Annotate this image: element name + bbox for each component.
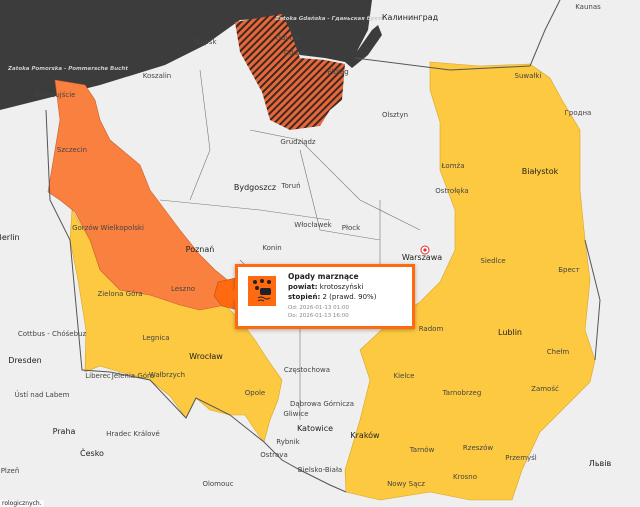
city-label: Česko (80, 447, 104, 458)
city-label: Częstochowa (284, 366, 330, 374)
city-label: Rybnik (276, 438, 300, 446)
city-label: Berlin (0, 233, 20, 242)
city-label: Kielce (394, 372, 415, 380)
city-label: Krosno (453, 473, 477, 481)
city-label: Ústí nad Labem (15, 390, 70, 399)
city-label: Łomża (441, 162, 465, 170)
city-label: Nowy Sącz (387, 480, 425, 488)
city-label: Калининград (382, 13, 439, 22)
city-label: Opole (245, 389, 266, 397)
freezing-rain-icon (248, 276, 276, 306)
city-label: Grudziądz (280, 138, 316, 146)
sea-label-gdansk-bay: Zatoka Gdańska - Гданьская бухта (274, 15, 384, 22)
city-label: Przemyśl (505, 454, 537, 462)
city-label: Suwałki (515, 72, 542, 80)
county-value: krotoszyński (319, 283, 364, 291)
city-label: Tarnów (409, 446, 435, 454)
city-label: Gliwice (283, 410, 308, 418)
warning-popup: Opady marznące powiat: krotoszyński stop… (229, 264, 415, 329)
city-label: Wrocław (189, 352, 223, 361)
valid-from: Od: 2026-01-13 01:00 (288, 305, 349, 311)
city-label: Kraków (350, 430, 380, 440)
city-label: Białystok (522, 167, 559, 176)
city-label: Praha (53, 427, 76, 436)
city-label: Tarnobrzeg (442, 389, 482, 397)
sea-label-pomeranian-bay: Zatoka Pomorska - Pommersche Bucht (7, 66, 128, 72)
city-label: Świnoujście (35, 90, 76, 99)
popup-arrow (229, 289, 235, 301)
baltic-sea (0, 0, 372, 110)
city-label: Koszalin (143, 72, 171, 80)
city-label: Lublin (498, 328, 522, 337)
city-label: Warszawa (402, 253, 442, 262)
city-label: Olomouc (202, 480, 233, 488)
city-label: Rzeszów (463, 444, 493, 452)
city-label: Siedlce (480, 257, 505, 265)
warning-region-level2-east[interactable] (344, 61, 596, 501)
target-icon[interactable] (420, 245, 430, 255)
city-label: Gdańsk (284, 49, 311, 57)
popup-title: Opady marznące (288, 272, 359, 281)
city-label: Gdynia (276, 34, 301, 42)
city-label: Konin (262, 244, 281, 252)
city-label: Гродна (565, 109, 592, 117)
city-label: Słupsk (193, 38, 217, 46)
city-label: Plzeň (1, 467, 20, 475)
city-label: Płock (342, 224, 361, 232)
city-label: Bielsko-Biała (298, 466, 342, 474)
level-label: stopień: (288, 293, 321, 301)
city-label: Львів (589, 459, 612, 468)
city-label: Włocławek (294, 221, 332, 229)
warning-region-level3-west[interactable] (47, 79, 236, 311)
city-label: Radom (419, 325, 444, 333)
city-label: Jelenia Góra (111, 372, 154, 380)
city-labels: Świnoujście Szczecin Słupsk Koszalin Gdy… (0, 3, 611, 488)
city-label: Leszno (171, 285, 195, 293)
city-label: Chełm (547, 348, 570, 356)
city-label: Dąbrowa Górnicza (290, 400, 354, 408)
vistula-lagoon (345, 25, 382, 68)
city-label: Toruń (280, 182, 300, 190)
city-label: Zielona Góra (97, 290, 142, 298)
country-border (45, 0, 601, 493)
city-label: Ostrołęka (435, 187, 468, 195)
city-label: Wałbrzych (149, 371, 185, 379)
city-label: Gorzów Wielkopolski (72, 224, 144, 232)
city-label: Poznań (186, 245, 215, 254)
city-label: Legnica (142, 334, 169, 342)
city-label: Zamość (531, 385, 559, 393)
city-label: Katowice (297, 424, 333, 433)
city-label: Брест (558, 266, 579, 274)
valid-to: Do: 2026-01-13 16:00 (288, 313, 349, 319)
county-label: powiat: (288, 283, 318, 291)
city-label: Szczecin (57, 146, 87, 154)
city-label: Elbląg (327, 68, 349, 76)
city-label: Liberec (85, 372, 111, 380)
city-label: Bydgoszcz (234, 183, 276, 192)
city-label: Cottbus - Chóśebuz (18, 330, 87, 338)
city-label: Ostrava (260, 451, 288, 459)
city-label: Olsztyn (382, 111, 408, 119)
city-label: Hradec Králové (106, 430, 160, 438)
city-label: Kaunas (575, 3, 601, 11)
attribution: rologicznych. (0, 500, 44, 507)
city-label: Dresden (8, 356, 41, 365)
warning-region-hatched-pomorskie[interactable] (235, 14, 345, 130)
level-value: 2 (prawd. 90%) (322, 293, 377, 301)
